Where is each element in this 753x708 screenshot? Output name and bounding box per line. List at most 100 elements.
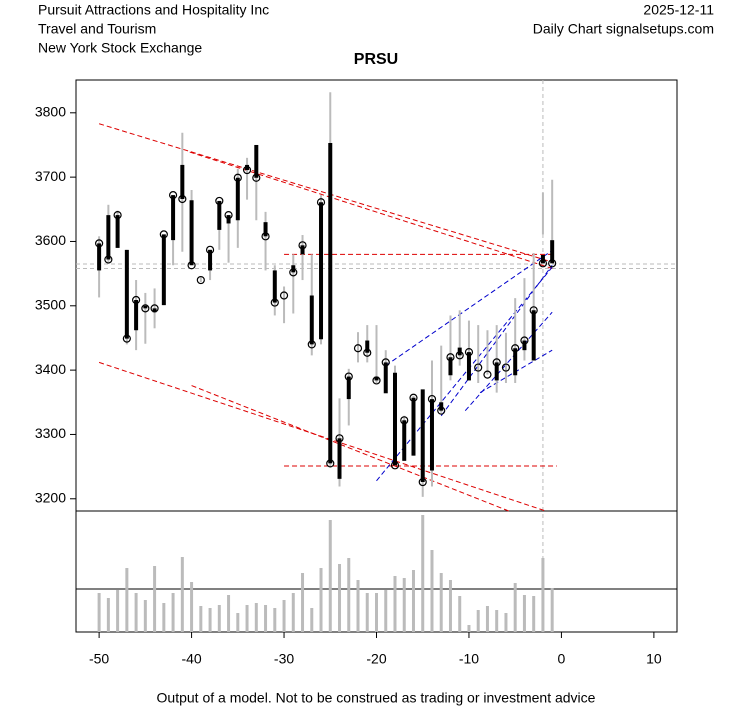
y-tick-label: 3800 — [35, 104, 66, 120]
close-marker — [279, 291, 289, 300]
close-marker — [492, 358, 501, 367]
volume-bar — [476, 610, 480, 632]
close-marker — [307, 340, 316, 349]
close-marker — [529, 306, 538, 315]
volume-bar — [467, 625, 471, 632]
volume-bar — [180, 557, 184, 632]
x-tick-label: -10 — [459, 651, 479, 667]
close-marker — [381, 358, 390, 367]
close-marker — [400, 416, 409, 425]
close-marker — [168, 191, 178, 200]
volume-bar — [532, 596, 536, 632]
close-marker — [483, 370, 492, 379]
y-tick-label: 3500 — [35, 296, 66, 312]
sector: Travel and Tourism — [38, 21, 156, 37]
close-marker — [511, 344, 520, 353]
volume-bar — [153, 566, 157, 632]
volume-bar — [116, 590, 120, 632]
close-marker — [353, 344, 363, 353]
volume-bar — [328, 520, 332, 632]
close-marker — [520, 336, 529, 345]
close-marker — [122, 334, 131, 343]
chart-title: PRSU — [354, 51, 398, 68]
close-marker — [316, 198, 326, 207]
company: Pursuit Attractions and Hospitality Inc — [38, 2, 269, 18]
volume-bar — [375, 593, 378, 632]
volume-bar — [217, 605, 221, 632]
volume-bar — [338, 564, 342, 632]
volume-bar — [171, 593, 175, 632]
x-tick-label: -30 — [274, 651, 294, 667]
x-tick-label: 0 — [558, 651, 566, 667]
volume-bar — [134, 593, 138, 632]
volume-bar — [384, 590, 388, 632]
close-marker — [95, 239, 104, 248]
y-tick-label: 3400 — [35, 361, 66, 377]
close-marker — [298, 241, 307, 250]
volume-bar — [282, 600, 286, 632]
close-marker — [261, 232, 270, 241]
volume-bar — [310, 608, 314, 632]
volume-bar — [448, 580, 452, 632]
close-marker — [113, 210, 122, 220]
volume-bar — [190, 582, 194, 632]
volume-bar — [347, 558, 351, 632]
close-marker — [446, 353, 455, 362]
x-tick-label: 10 — [646, 651, 662, 667]
volume-bar — [439, 573, 443, 632]
close-marker — [437, 406, 446, 415]
close-marker — [501, 363, 511, 372]
source: Daily Chart signalsetups.com — [533, 21, 714, 37]
close-marker — [242, 165, 252, 175]
volume-bar — [504, 613, 508, 632]
volume-bar — [495, 610, 499, 632]
close-marker — [141, 304, 150, 313]
volume-bar — [199, 606, 203, 632]
volume-bar — [411, 570, 415, 632]
footer: Output of a model. Not to be construed a… — [157, 690, 596, 706]
date: 2025-12-11 — [643, 2, 714, 18]
trend-line — [98, 123, 553, 263]
close-marker — [215, 196, 224, 206]
close-marker — [132, 295, 141, 305]
close-marker — [335, 434, 344, 443]
close-marker — [464, 348, 474, 357]
volume-bar — [97, 593, 101, 632]
volume-bar — [106, 598, 110, 632]
close-marker — [270, 298, 279, 307]
volume-bar — [125, 568, 129, 632]
volume-bar — [458, 596, 462, 632]
y-tick-label: 3600 — [35, 232, 66, 248]
close-marker — [372, 376, 381, 385]
close-marker — [187, 261, 196, 270]
volume-bar — [227, 595, 231, 632]
volume-bar — [485, 606, 489, 632]
volume-bar — [236, 613, 240, 632]
close-marker — [224, 210, 233, 220]
volume-bar — [365, 593, 369, 632]
close-marker — [409, 393, 418, 402]
close-marker — [159, 230, 168, 239]
trend-line — [98, 361, 546, 512]
close-marker — [390, 461, 400, 470]
close-marker — [233, 173, 242, 182]
close-marker — [548, 259, 557, 268]
x-tick-label: -20 — [366, 651, 386, 667]
volume-bar — [550, 588, 554, 632]
trend-line — [376, 266, 553, 482]
y-tick-label: 3300 — [35, 425, 66, 441]
close-marker — [178, 194, 187, 204]
y-tick-label: 3700 — [35, 168, 66, 184]
close-marker — [427, 394, 437, 404]
volume-bar — [356, 580, 360, 632]
volume-bar — [513, 583, 517, 632]
close-marker — [418, 477, 427, 487]
close-marker — [252, 173, 261, 182]
volume-bar — [162, 603, 166, 632]
close-marker — [344, 372, 353, 381]
close-marker — [538, 259, 548, 268]
volume-bar — [273, 608, 277, 632]
close-marker — [205, 245, 215, 254]
volume-bar — [393, 576, 397, 632]
volume-bar — [264, 605, 268, 632]
